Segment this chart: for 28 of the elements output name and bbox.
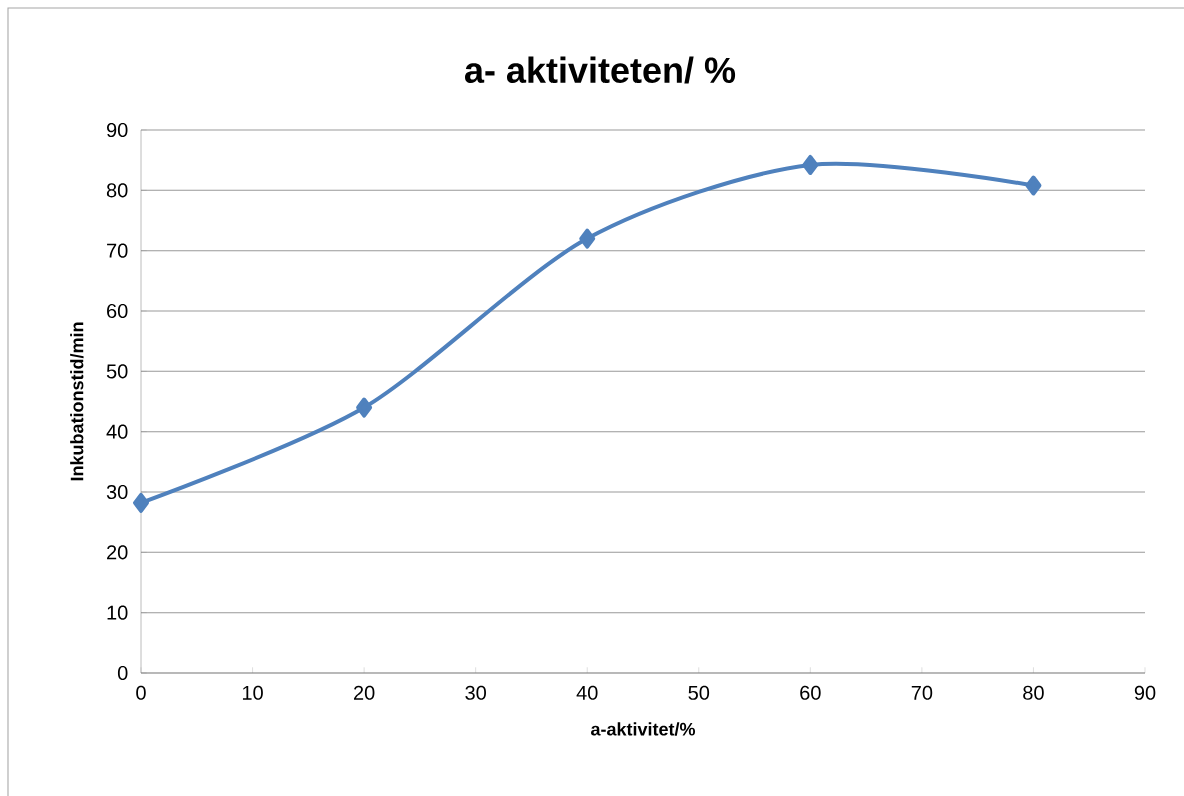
y-tick-label: 10 xyxy=(107,605,128,620)
y-tick-label: 40 xyxy=(106,424,128,439)
point xyxy=(1025,175,1042,196)
x-tick-label: 90 xyxy=(1134,685,1156,700)
x-tick-label: 50 xyxy=(688,685,710,700)
point xyxy=(579,228,596,249)
y-tick-label: 0 xyxy=(117,665,128,681)
x-axis-title: a-aktivitet/% xyxy=(591,722,696,736)
y-tick-label: 60 xyxy=(107,303,128,319)
x-tick-label: 20 xyxy=(353,685,375,700)
chart-title: a- aktiviteten/ % xyxy=(465,56,736,84)
x-tick-label: 30 xyxy=(465,685,486,700)
y-tick-label: 20 xyxy=(107,545,128,560)
x-tick-label: 60 xyxy=(800,685,821,700)
x-tick-label: 40 xyxy=(576,685,598,700)
point xyxy=(133,492,149,513)
point xyxy=(802,154,819,175)
y-tick-label: 90 xyxy=(106,122,128,138)
x-tick-label: 80 xyxy=(1023,685,1044,700)
point xyxy=(356,397,373,418)
x-tick-label: 0 xyxy=(136,685,146,700)
y-tick-label: 80 xyxy=(106,183,128,198)
y-tick-label: 30 xyxy=(106,484,128,500)
y-tick-label: 50 xyxy=(106,364,128,379)
x-tick-label: 10 xyxy=(242,685,263,700)
y-tick-label: 70 xyxy=(107,243,128,258)
y-axis-title: Inkubationstid/min xyxy=(70,322,84,481)
x-tick-label: 70 xyxy=(911,685,933,700)
